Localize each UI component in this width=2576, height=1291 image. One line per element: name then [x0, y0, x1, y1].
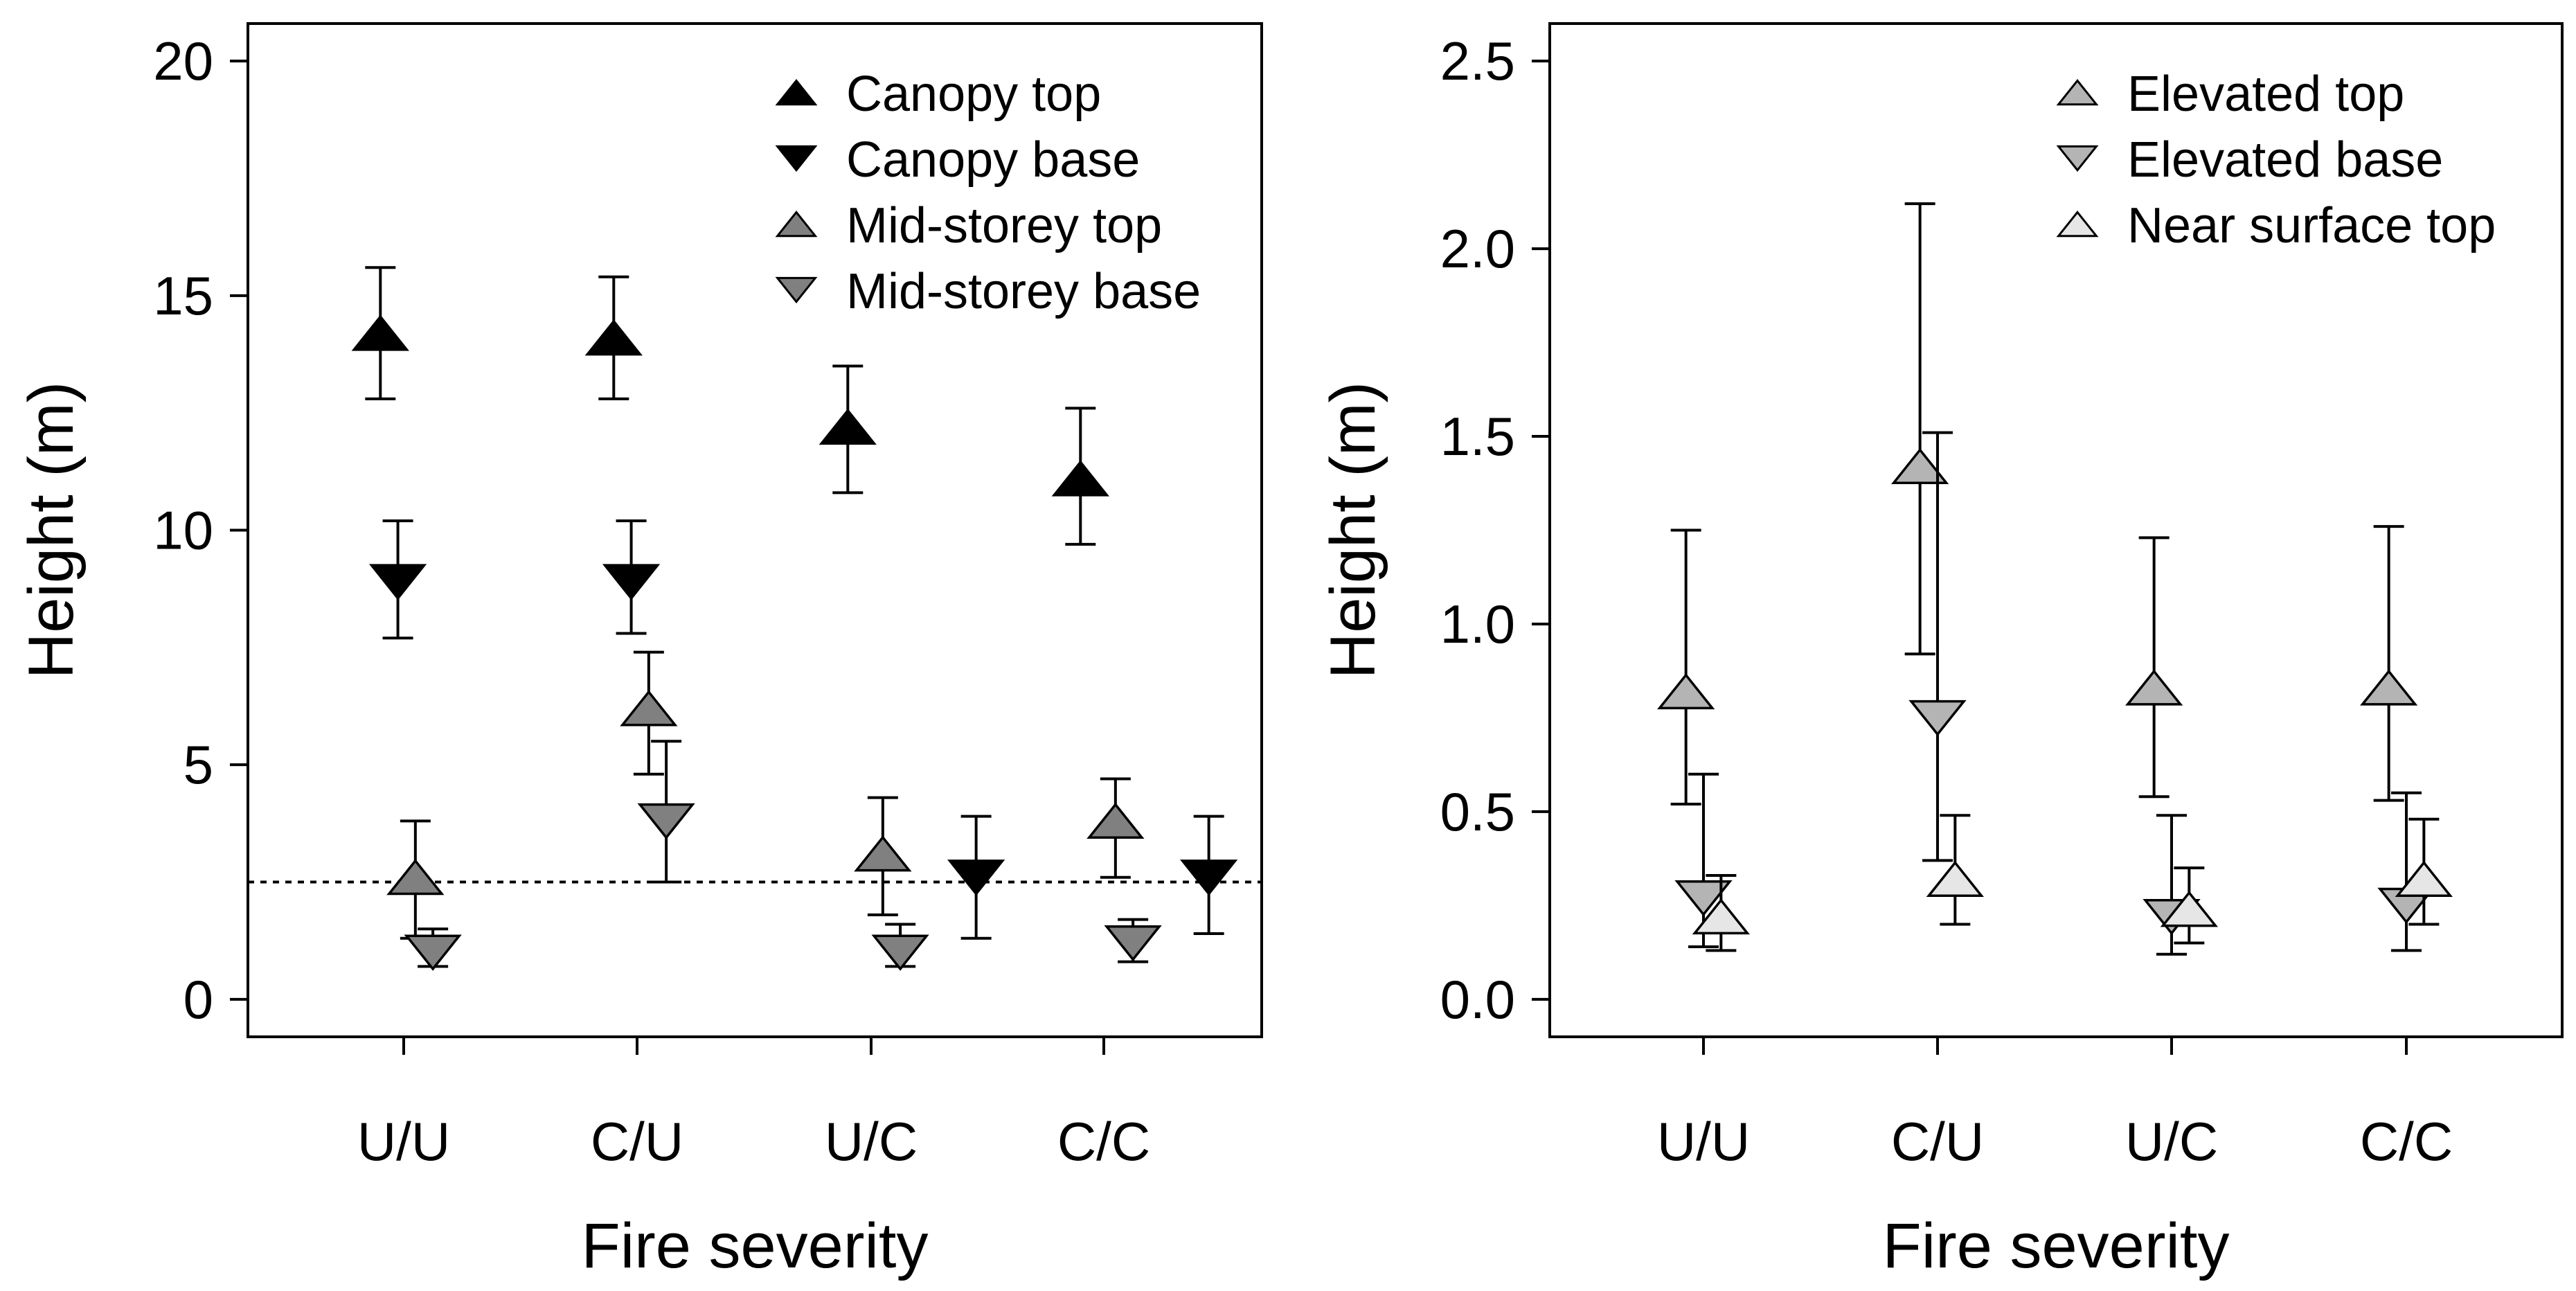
y-tick-label: 1.5	[1440, 406, 1515, 467]
mid-storey-top-point	[620, 690, 678, 727]
mid-storey-base-point	[637, 803, 695, 840]
mid-storey-base-point	[871, 934, 929, 971]
legend-marker-near-surface-top	[2056, 210, 2099, 238]
right-panel: 0.0 0.5 1.0 1.5 2.0 2.5 U/U C/U U/C C/C Fire sever…	[1318, 22, 2564, 1281]
legend-marker-mid-storey-base	[775, 276, 818, 304]
y-tick-label: 1.0	[1440, 594, 1515, 655]
elevated-top-point	[2125, 669, 2183, 706]
y-axis-title: Height (m)	[1318, 382, 1388, 679]
series-4-point	[947, 860, 1005, 896]
mid-storey-base-point	[1104, 925, 1162, 962]
y-tick-label: 5	[184, 734, 213, 795]
near-surface-top-point	[2160, 891, 2218, 927]
near-surface-top-point	[1692, 898, 1750, 935]
x-tick-label-u-u: U/U	[357, 1111, 450, 1172]
near-surface-top-point	[1926, 860, 1984, 897]
elevated-base-point	[1674, 880, 1733, 917]
legend-label-mid-storey-base: Mid-storey base	[846, 264, 1201, 319]
canopy-base-point	[602, 564, 661, 600]
x-axis-title: Fire severity	[582, 1211, 929, 1281]
y-tick-label: 15	[153, 265, 213, 326]
y-tick-label: 2.5	[1440, 30, 1515, 91]
series-4-point	[1180, 860, 1238, 896]
y-axis-title: Height (m)	[16, 382, 87, 679]
y-tick-label: 0	[184, 969, 213, 1030]
legend-marker-elevated-base	[2056, 145, 2099, 172]
x-tick-label-c-u: C/U	[591, 1111, 683, 1172]
mid-storey-base-point	[404, 934, 462, 971]
canopy-base-point	[368, 564, 427, 600]
legend-marker-elevated-top	[2056, 78, 2099, 106]
left-panel: 0 5 10 15 20 U/U C/U U/C C/C Fire severity Height …	[16, 22, 1263, 1281]
y-tick-label: 20	[153, 30, 213, 91]
y-tick-label: 2.0	[1440, 218, 1515, 279]
elevated-top-point	[2360, 669, 2418, 706]
legend-label-elevated-base: Elevated base	[2127, 132, 2443, 188]
y-tick-label: 10	[153, 500, 213, 561]
canopy-top-point	[584, 319, 643, 356]
y-tick-label: 0.0	[1440, 969, 1515, 1030]
mid-storey-top-point	[386, 859, 445, 896]
x-tick-label-c-c: C/C	[1057, 1111, 1150, 1172]
legend-label-canopy-top: Canopy top	[846, 66, 1101, 122]
x-tick-label-c-c: C/C	[2360, 1111, 2453, 1172]
x-tick-label-c-u: C/U	[1891, 1111, 1984, 1172]
legend-label-canopy-base: Canopy base	[846, 132, 1140, 188]
y-tick-label: 0.5	[1440, 781, 1515, 842]
x-tick-label-u-u: U/U	[1657, 1111, 1750, 1172]
legend-marker-canopy-top	[775, 78, 818, 106]
legend-label-elevated-top: Elevated top	[2127, 66, 2404, 122]
elevated-top-point	[1657, 673, 1715, 710]
legend-marker-mid-storey-top	[775, 210, 818, 238]
x-tick-label-u-c: U/C	[2125, 1111, 2218, 1172]
mid-storey-top-point	[854, 835, 912, 872]
plot-frame	[1548, 22, 2564, 1038]
legend-marker-canopy-base	[775, 145, 818, 172]
legend-label-near-surface-top: Near surface top	[2127, 198, 2496, 253]
near-surface-top-point	[2395, 860, 2453, 897]
x-tick-label-u-c: U/C	[825, 1111, 918, 1172]
x-axis-title: Fire severity	[1883, 1211, 2230, 1281]
elevated-top-point	[1891, 447, 1949, 484]
canopy-top-point	[1051, 460, 1109, 497]
legend-label-mid-storey-top: Mid-storey top	[846, 198, 1162, 253]
elevated-base-point	[1908, 700, 1967, 737]
canopy-top-point	[819, 408, 877, 445]
canopy-top-point	[351, 314, 409, 351]
mid-storey-top-point	[1086, 802, 1145, 839]
